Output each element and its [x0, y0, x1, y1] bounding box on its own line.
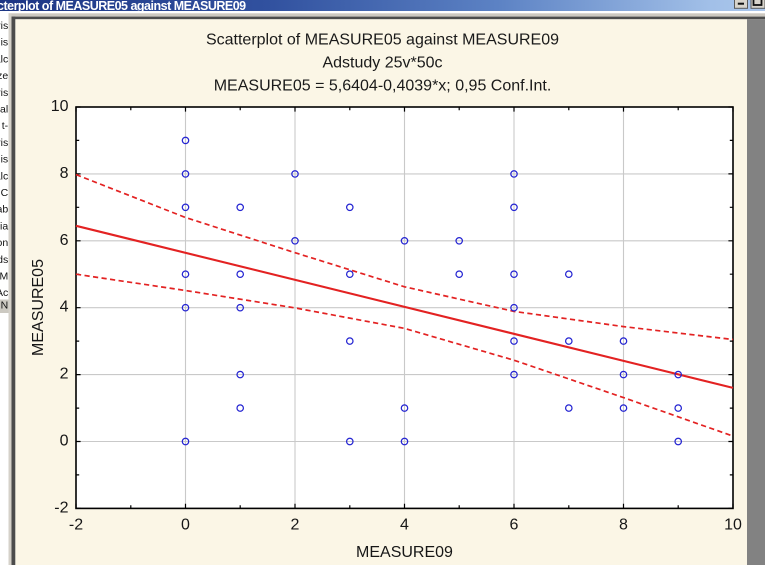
svg-text:ds: ds: [0, 254, 8, 266]
svg-text:MEASURE09: MEASURE09: [356, 544, 453, 561]
svg-text:-2: -2: [69, 517, 83, 534]
svg-text:is: is: [1, 154, 9, 166]
svg-text:Scatterplot of MEASURE05 again: Scatterplot of MEASURE05 against MEASURE…: [206, 31, 559, 48]
svg-text:alc: alc: [0, 170, 8, 182]
svg-text:ris: ris: [0, 137, 8, 149]
svg-text:Adstudy 25v*50c: Adstudy 25v*50c: [322, 54, 442, 71]
svg-text:8: 8: [619, 517, 628, 534]
svg-text:on: on: [0, 237, 8, 249]
svg-text:6: 6: [510, 517, 519, 534]
svg-text:al: al: [0, 104, 8, 116]
svg-text:M: M: [0, 271, 8, 283]
svg-text:10: 10: [51, 98, 69, 115]
svg-text:0: 0: [181, 517, 190, 534]
svg-text:is: is: [1, 37, 9, 49]
svg-text:4: 4: [60, 299, 69, 316]
svg-text:0: 0: [60, 433, 69, 450]
svg-text:NC: NC: [0, 187, 9, 199]
svg-text:alc: alc: [0, 53, 8, 65]
svg-text:t-: t-: [2, 120, 9, 132]
svg-text:6: 6: [60, 232, 69, 249]
svg-text:Ac: Ac: [0, 287, 8, 299]
svg-text:dia: dia: [0, 220, 8, 232]
svg-text:2: 2: [60, 366, 69, 383]
svg-text:10: 10: [724, 517, 742, 534]
svg-text:4: 4: [400, 517, 409, 534]
svg-text:ris: ris: [0, 20, 8, 32]
svg-text:ab: ab: [0, 204, 8, 216]
svg-text:ze: ze: [0, 70, 8, 82]
svg-text:cterplot of MEASURE05 against: cterplot of MEASURE05 against MEASURE09: [0, 0, 246, 13]
svg-text:MEASURE05 = 5,6404-0,4039*x; 0: MEASURE05 = 5,6404-0,4039*x; 0,95 Conf.I…: [214, 78, 552, 95]
svg-text:ris: ris: [0, 87, 8, 99]
svg-text:MEASURE05: MEASURE05: [30, 259, 47, 356]
svg-text:2: 2: [291, 517, 300, 534]
svg-text:8: 8: [60, 165, 69, 182]
svg-text:-2: -2: [54, 499, 68, 516]
svg-text:F N: F N: [0, 300, 8, 312]
